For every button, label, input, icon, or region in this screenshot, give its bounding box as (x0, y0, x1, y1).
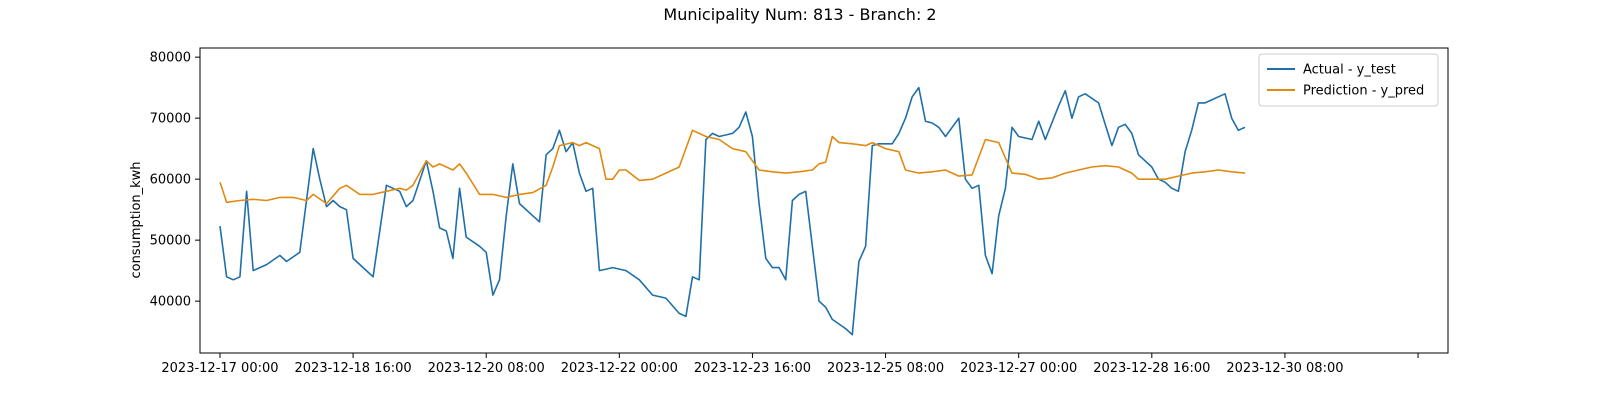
chart-title: Municipality Num: 813 - Branch: 2 (663, 5, 936, 24)
x-tick-label: 2023-12-22 00:00 (561, 361, 678, 376)
legend-box (1258, 53, 1439, 107)
legend-entry-1: Actual - y_test (1303, 63, 1396, 78)
legend: Actual - y_test Prediction - y_pred (1258, 53, 1439, 107)
plot-area: 40000 50000 60000 70000 80000 2023-12-17 00:0… (150, 47, 1449, 376)
x-tick-label: 2023-12-27 00:00 (960, 361, 1077, 376)
x-tick-label: 2023-12-17 00:00 (161, 361, 278, 376)
x-tick-label: 2023-12-23 16:00 (694, 361, 811, 376)
y-tick-label: 70000 (150, 112, 191, 127)
y-tick-label: 40000 (150, 295, 191, 310)
x-tick-label: 2023-12-25 08:00 (827, 361, 944, 376)
legend-entry-2: Prediction - y_pred (1303, 84, 1424, 99)
y-tick-label: 80000 (150, 51, 191, 66)
plot-frame (199, 47, 1449, 354)
x-tick-label: 2023-12-20 08:00 (428, 361, 545, 376)
series-line-1 (219, 86, 1246, 336)
y-axis-label: consumption_kwh (129, 161, 144, 278)
y-tick-label: 60000 (150, 173, 191, 188)
x-tick-label: 2023-12-30 08:00 (1226, 361, 1343, 376)
series-line-2 (219, 129, 1246, 205)
x-tick-label: 2023-12-18 16:00 (295, 361, 412, 376)
y-tick-label: 50000 (150, 234, 191, 249)
x-tick-label: 2023-12-28 16:00 (1093, 361, 1210, 376)
